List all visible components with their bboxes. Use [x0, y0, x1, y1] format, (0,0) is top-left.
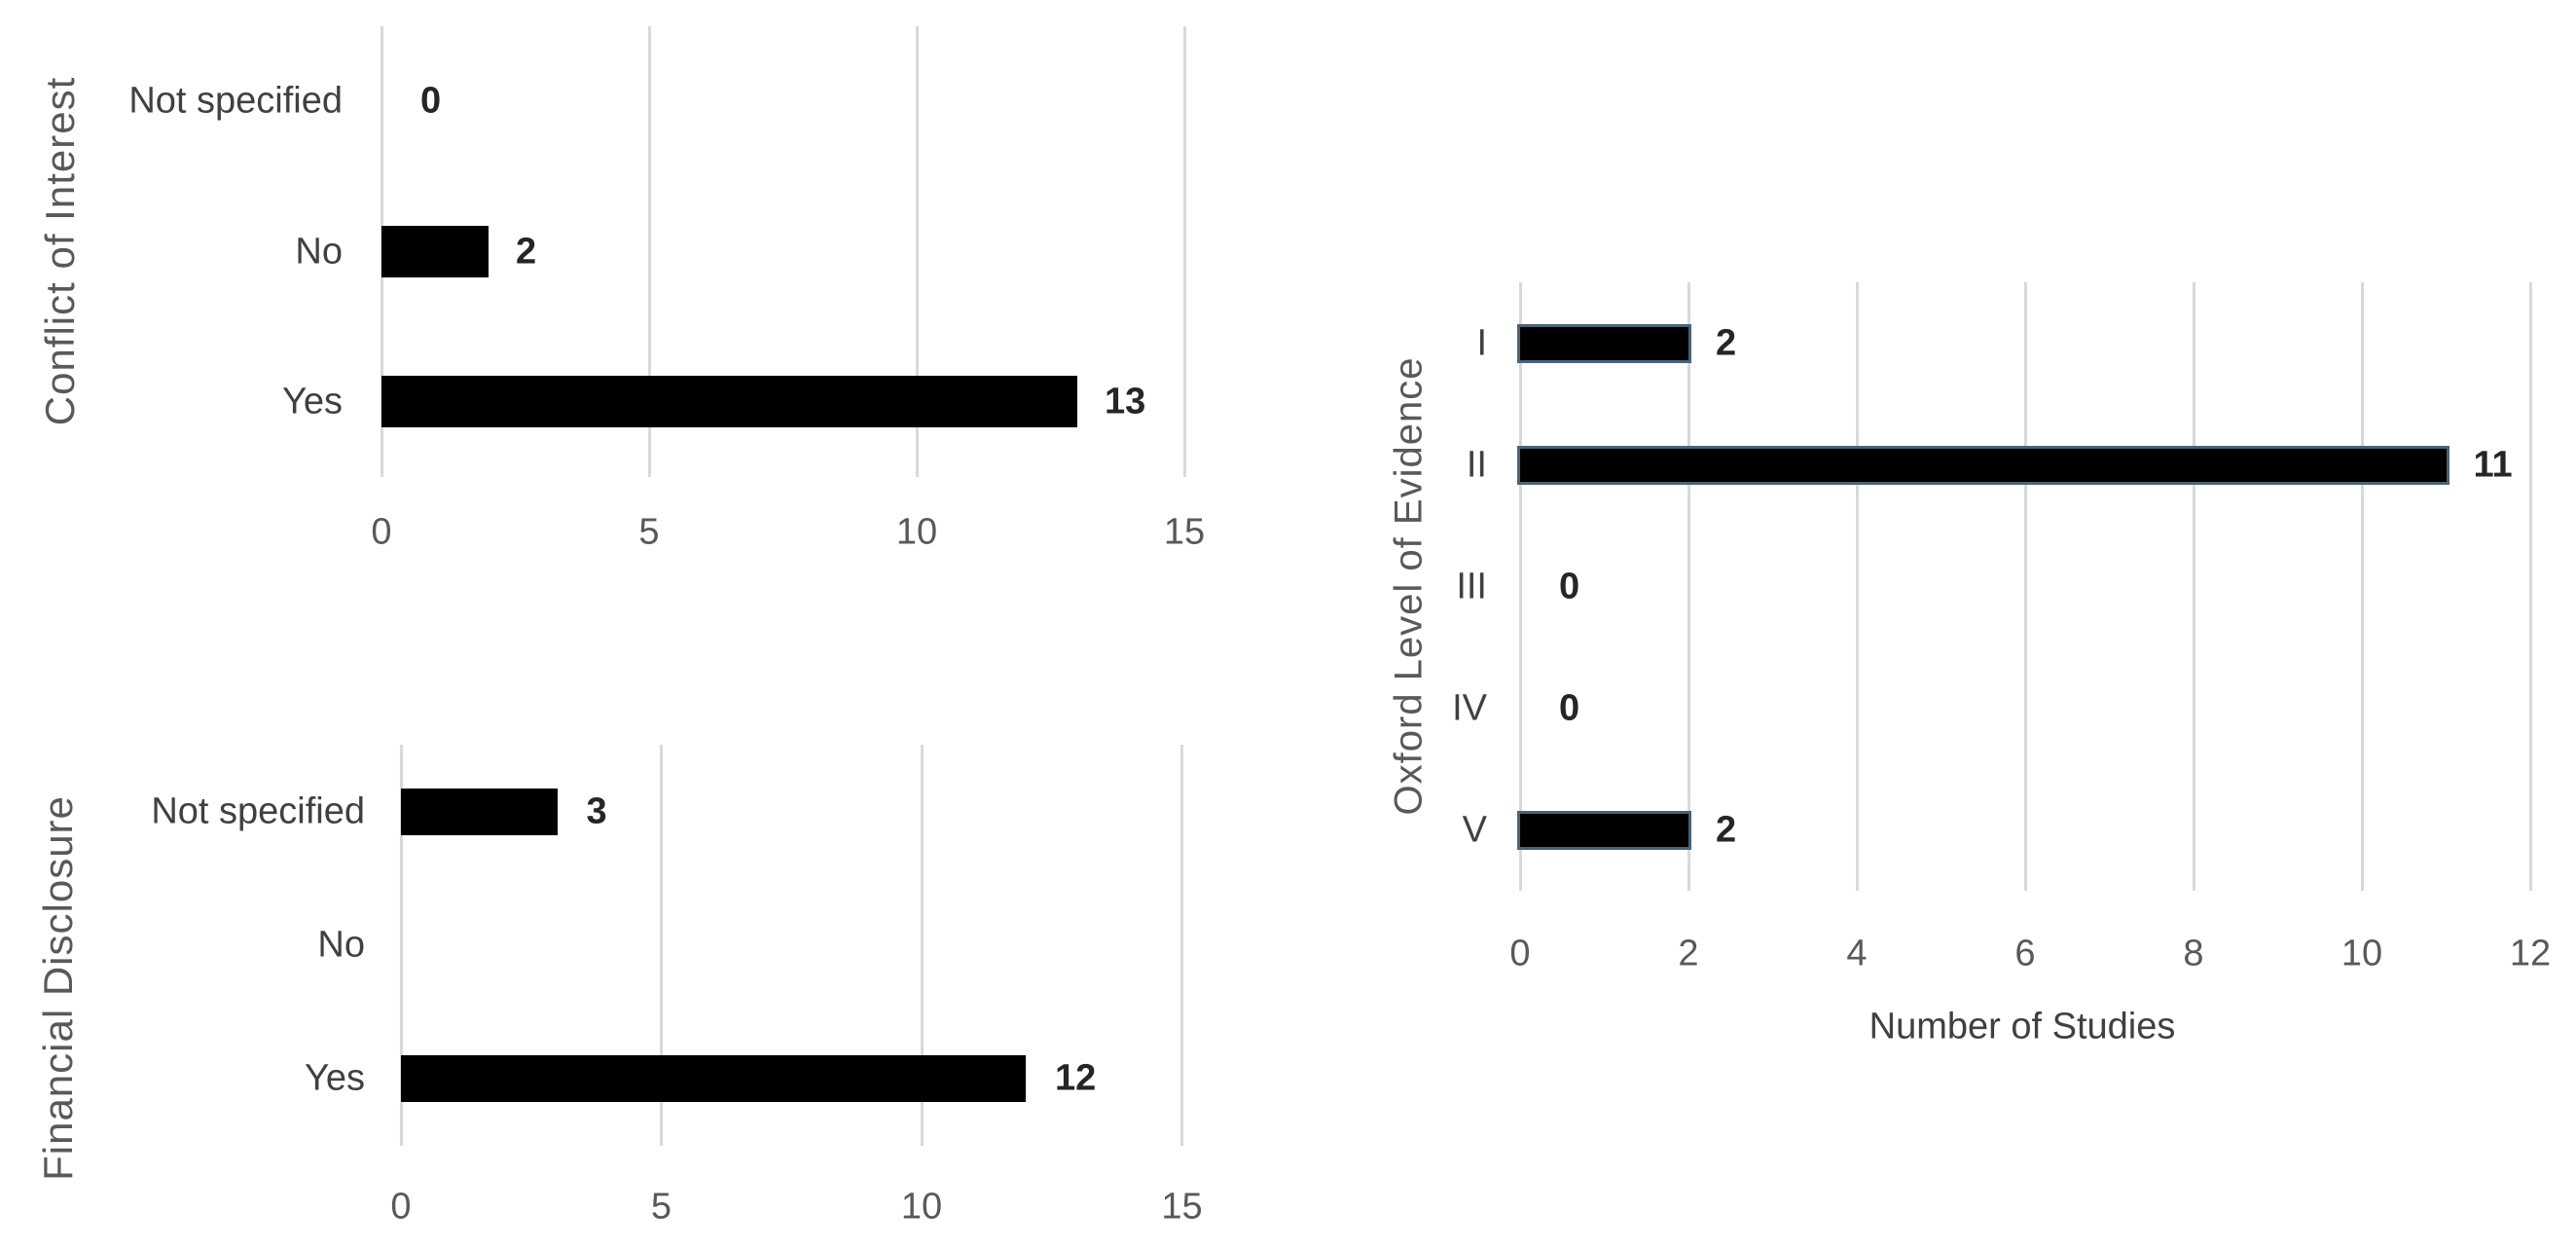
x-tick-label: 10: [895, 511, 938, 553]
category-label: Not specified: [151, 790, 365, 832]
gridline-x12: [2528, 282, 2532, 891]
x-tick-label: 0: [371, 511, 392, 553]
bar-i: [1517, 323, 1691, 363]
gridline-x2: [1687, 282, 1690, 891]
x-tick-label: 0: [1509, 933, 1531, 974]
gridline-x8: [2192, 282, 2195, 891]
x-tick-label: 15: [1163, 511, 1206, 553]
x-tick-label: 4: [1846, 933, 1868, 974]
bar-ii: [1517, 445, 2449, 485]
value-label: 13: [1105, 381, 1146, 422]
x-tick-label: 5: [638, 511, 660, 553]
category-label: IV: [1452, 687, 1487, 728]
bar-v: [1517, 810, 1691, 850]
value-label: 0: [1559, 687, 1580, 728]
x-tick-label: 15: [1161, 1186, 1203, 1228]
x-tick-label: 12: [2509, 933, 2552, 974]
gridline-x4: [1855, 282, 1859, 891]
gridline-x10: [920, 745, 924, 1146]
category-label: V: [1462, 809, 1487, 850]
gridline-x10: [915, 26, 919, 477]
value-label: 2: [1716, 809, 1737, 850]
x-tick-label: 8: [2183, 933, 2204, 974]
x-axis-title-number-of-studies: Number of Studies: [1869, 1006, 2176, 1047]
bar-no: [381, 226, 489, 277]
x-tick-label: 2: [1678, 933, 1699, 974]
category-label: I: [1476, 322, 1487, 363]
gridline-x0: [399, 745, 403, 1146]
gridline-x5: [660, 745, 663, 1146]
bar-not-specified: [401, 788, 558, 835]
category-label: Yes: [282, 381, 343, 422]
gridline-x5: [647, 26, 651, 477]
category-label: III: [1456, 566, 1487, 606]
x-tick-label: 5: [650, 1186, 672, 1228]
gridline-x0: [380, 26, 383, 477]
value-label: 0: [1559, 566, 1580, 606]
y-axis-title-oxford-level-of-evidence: Oxford Level of Evidence: [1387, 356, 1431, 816]
value-label: 12: [1055, 1057, 1097, 1099]
category-label: No: [317, 924, 365, 966]
gridline-x6: [2023, 282, 2027, 891]
value-label: 3: [586, 790, 607, 832]
bar-yes: [401, 1055, 1026, 1103]
value-label: 0: [420, 80, 442, 122]
value-label: 2: [1716, 322, 1737, 363]
bar-yes: [381, 376, 1077, 428]
x-tick-label: 10: [900, 1186, 943, 1228]
gridline-x10: [2360, 282, 2364, 891]
value-label: 11: [2473, 444, 2513, 485]
gridline-x15: [1180, 745, 1183, 1146]
y-axis-title-financial-disclosure: Financial Disclosure: [35, 795, 81, 1181]
x-tick-label: 6: [2014, 933, 2036, 974]
category-label: Not specified: [128, 80, 343, 122]
category-label: II: [1466, 444, 1487, 485]
x-tick-label: 10: [2340, 933, 2383, 974]
gridline-x15: [1182, 26, 1186, 477]
category-label: Yes: [305, 1057, 365, 1099]
category-label: No: [295, 231, 343, 272]
y-axis-title-conflict-of-interest: Conflict of Interest: [37, 76, 83, 426]
gridline-x0: [1518, 282, 1522, 891]
x-tick-label: 0: [390, 1186, 412, 1228]
value-label: 2: [516, 231, 537, 272]
